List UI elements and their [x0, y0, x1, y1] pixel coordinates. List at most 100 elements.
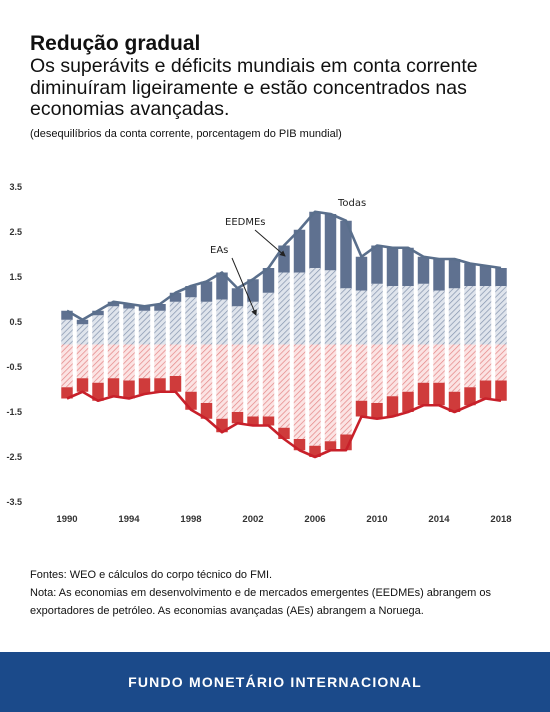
bar-eedme-surplus: [495, 268, 507, 286]
bar-eedme-deficit: [417, 382, 430, 406]
bar-ea-surplus: [386, 286, 399, 345]
footnotes: Fontes: WEO e cálculos do corpo técnico …: [30, 566, 530, 620]
bar-eedme-deficit: [402, 391, 414, 412]
bar-ea-deficit: [247, 344, 259, 417]
bar-ea-deficit: [262, 344, 275, 417]
bar-ea-surplus: [123, 308, 135, 345]
bar-eedme-deficit: [386, 396, 399, 417]
bar-eedme-deficit: [216, 418, 228, 433]
bar-eedme-deficit: [169, 376, 182, 392]
bar-ea-surplus: [464, 286, 476, 345]
bar-eedme-surplus: [417, 256, 430, 284]
bar-ea-surplus: [231, 306, 244, 345]
bar-eedme-deficit: [107, 378, 120, 397]
bar-eedme-surplus: [61, 310, 73, 320]
bar-ea-deficit: [123, 344, 135, 381]
bar-eedme-surplus: [247, 279, 259, 302]
bar-ea-deficit: [340, 344, 352, 435]
bar-ea-deficit: [293, 344, 306, 439]
bar-ea-surplus: [309, 268, 321, 345]
x-tick-label: 2010: [366, 514, 387, 525]
bar-eedme-deficit: [479, 380, 492, 399]
bar-ea-deficit: [200, 344, 213, 403]
bar-eedme-deficit: [154, 378, 166, 392]
bar-eedme-surplus: [278, 245, 290, 273]
bar-eedme-surplus: [216, 272, 228, 300]
annotation-label: EEDMEs: [225, 217, 266, 228]
bar-eedme-deficit: [293, 439, 306, 451]
x-tick-label: 2014: [428, 514, 450, 525]
bar-ea-deficit: [324, 344, 337, 442]
y-tick-label: 1.5: [9, 272, 22, 282]
bar-ea-deficit: [138, 344, 151, 379]
bar-ea-deficit: [355, 344, 368, 401]
bar-ea-deficit: [417, 344, 430, 383]
bar-eedme-deficit: [247, 416, 259, 426]
bar-ea-surplus: [138, 310, 151, 345]
bar-ea-surplus: [92, 315, 104, 345]
x-tick-label: 2002: [242, 514, 263, 525]
bar-ea-surplus: [154, 310, 166, 345]
bar-ea-surplus: [76, 324, 89, 345]
bar-eedme-surplus: [464, 263, 476, 286]
bar-eedme-surplus: [402, 247, 414, 286]
bar-ea-deficit: [495, 344, 507, 381]
current-account-chart: 3.5 2.5 1.5 0.5 -0.5 -1.5 -2.5 -3.5 1990 1994 1998…: [6, 182, 511, 525]
bar-eedme-surplus: [340, 220, 352, 289]
bar-ea-surplus: [262, 292, 275, 345]
bar-ea-surplus: [340, 288, 352, 345]
chart-units-note: (desequilíbrios da conta corrente, porce…: [30, 128, 342, 140]
bar-ea-surplus: [433, 290, 445, 345]
bar-eedme-deficit: [262, 416, 275, 426]
bar-ea-deficit: [76, 344, 89, 379]
annotation-label: Todas: [337, 198, 366, 209]
y-tick-label: 3.5: [9, 182, 22, 192]
chart-title: Redução gradual: [30, 32, 201, 55]
source-note: Fontes: WEO e cálculos do corpo técnico …: [30, 569, 273, 581]
bar-eedme-deficit: [76, 378, 89, 392]
bar-eedme-surplus: [200, 281, 213, 302]
bar-eedme-deficit: [200, 403, 213, 419]
bar-ea-deficit: [448, 344, 461, 392]
bar-eedme-surplus: [355, 256, 368, 291]
bar-eedme-surplus: [92, 310, 104, 316]
bar-eedme-surplus: [231, 288, 244, 307]
y-tick-label: -3.5: [6, 497, 22, 507]
bar-ea-deficit: [216, 344, 228, 419]
bar-eedme-surplus: [448, 259, 461, 289]
y-tick-label: -1.5: [6, 407, 22, 417]
x-tick-label: 1990: [56, 514, 77, 525]
chart-subtitle: Os superávits e déficits mundiais em con…: [30, 55, 478, 120]
bar-ea-surplus: [247, 301, 259, 345]
bar-eedme-surplus: [309, 211, 321, 268]
x-tick-label: 1998: [180, 514, 201, 525]
bar-eedme-deficit: [278, 427, 290, 439]
bar-ea-deficit: [309, 344, 321, 446]
bar-ea-surplus: [495, 286, 507, 345]
footer-banner: FUNDO MONETÁRIO INTERNACIONAL: [0, 652, 550, 712]
bar-ea-deficit: [464, 344, 476, 388]
bar-ea-surplus: [448, 288, 461, 345]
eedme-arrow: [254, 229, 286, 257]
bar-ea-surplus: [278, 272, 290, 345]
total-deficit-line: [66, 390, 502, 459]
bar-ea-deficit: [278, 344, 290, 428]
bar-eedme-surplus: [76, 319, 89, 325]
bar-ea-surplus: [61, 319, 73, 345]
annotation-label: EAs: [210, 245, 228, 256]
ea-arrow: [231, 257, 257, 316]
footer-label: FUNDO MONETÁRIO INTERNACIONAL: [128, 674, 422, 690]
bar-ea-surplus: [107, 306, 120, 345]
bar-eedme-surplus: [154, 304, 166, 311]
bar-ea-deficit: [154, 344, 166, 379]
bar-eedme-deficit: [138, 378, 151, 394]
bar-eedme-surplus: [433, 259, 445, 291]
definition-note: Nota: As economias em desenvolvimento e …: [30, 587, 491, 617]
bar-eedme-deficit: [61, 387, 73, 399]
bar-ea-surplus: [185, 297, 197, 345]
bar-eedme-deficit: [464, 387, 476, 406]
bar-eedme-deficit: [355, 400, 368, 417]
bar-eedme-deficit: [340, 434, 352, 451]
y-tick-label: -0.5: [6, 362, 22, 372]
bar-eedme-surplus: [293, 229, 306, 273]
